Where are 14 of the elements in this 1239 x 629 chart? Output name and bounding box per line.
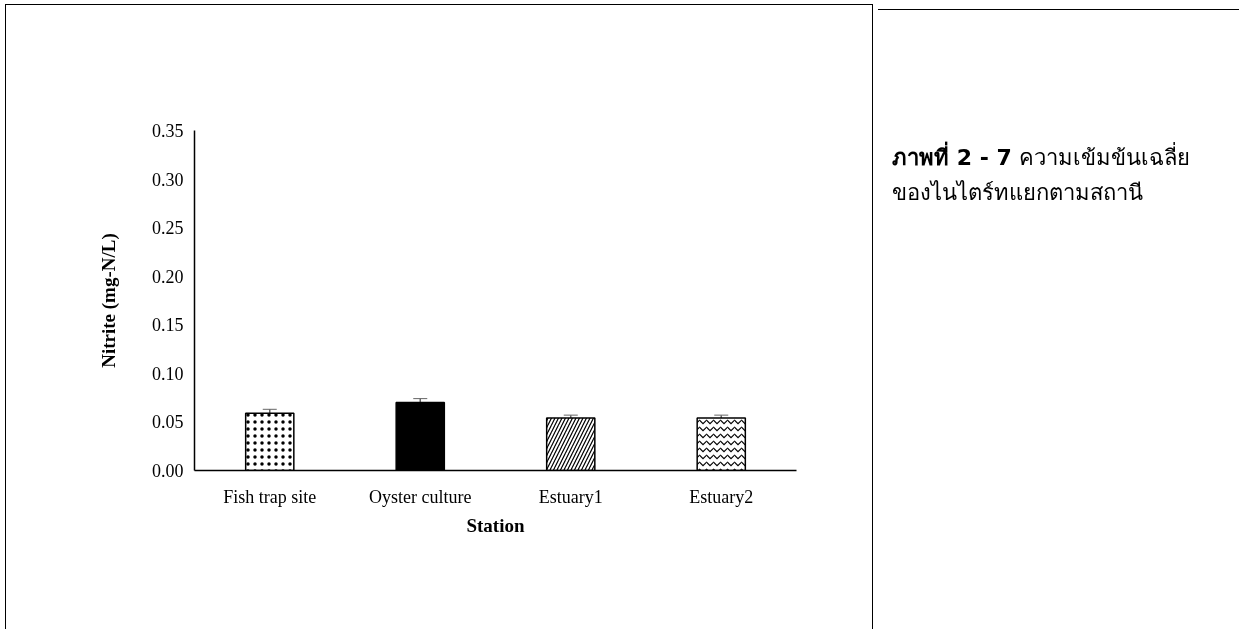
y-tick-label: 0.35 xyxy=(152,121,184,141)
x-tick-label: Estuary2 xyxy=(689,486,754,507)
y-tick-label: 0.15 xyxy=(152,315,184,336)
y-axis-title: Nitrite (mg-N/L) xyxy=(98,233,120,368)
y-tick-label: 0.20 xyxy=(152,266,184,287)
y-tick-label: 0.05 xyxy=(152,412,184,433)
x-axis-title: Station xyxy=(466,514,525,536)
y-tick-label: 0.25 xyxy=(152,218,184,239)
y-tick-label: 0.00 xyxy=(152,461,184,481)
y-tick-label: 0.10 xyxy=(152,363,184,384)
y-tick-label: 0.30 xyxy=(152,169,184,190)
x-tick-label: Fish trap site xyxy=(223,486,317,507)
x-tick-label: Oyster culture xyxy=(369,486,472,507)
x-tick-label: Estuary1 xyxy=(538,486,603,507)
